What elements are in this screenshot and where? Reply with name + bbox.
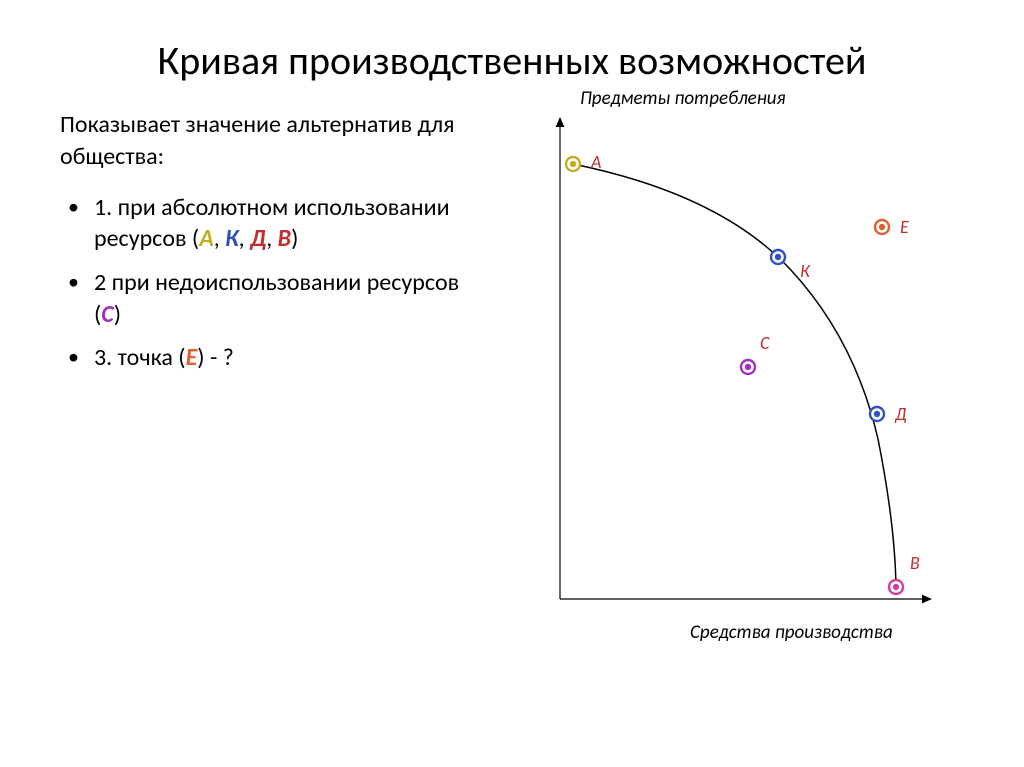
- point-ref-e: Е: [186, 343, 198, 372]
- chart-label-a: А: [590, 151, 601, 173]
- chart-label-k: К: [800, 260, 811, 282]
- point-ref-c: С: [101, 300, 113, 329]
- ppf-chart: А К Е С Д В: [500, 109, 960, 669]
- bullet-text: 3. точка (: [94, 343, 186, 372]
- point-ref-a: А: [199, 224, 214, 253]
- point-ref-d: Д: [250, 224, 266, 253]
- x-axis-title: Средства производства: [690, 621, 893, 644]
- content-row: Показывает значение альтернатив для обще…: [0, 84, 1024, 669]
- chart-label-c: С: [760, 332, 770, 354]
- text-column: Показывает значение альтернатив для обще…: [60, 109, 500, 669]
- point-ref-v: В: [278, 224, 291, 253]
- chart-label-d: Д: [894, 403, 907, 425]
- chart-label-e: Е: [900, 216, 909, 238]
- intro-text: Показывает значение альтернатив для обще…: [60, 109, 480, 174]
- bullet-list: 1. при абсолютном использовании ресурсов…: [60, 192, 480, 374]
- point-ref-k: К: [225, 224, 239, 253]
- bullet-text: 2 при недоиспользовании ресурсов (: [94, 268, 459, 329]
- chart-column: Предметы потребления АКЕСДВ Средства про…: [500, 109, 984, 669]
- bullet-item-3: 3. точка (Е) - ?: [60, 342, 480, 374]
- page-title: Кривая производственных возможностей: [0, 0, 1024, 84]
- chart-label-v: В: [910, 552, 920, 574]
- y-axis-title: Предметы потребления: [580, 87, 786, 110]
- bullet-item-1: 1. при абсолютном использовании ресурсов…: [60, 192, 480, 255]
- bullet-item-2: 2 при недоиспользовании ресурсов (С): [60, 267, 480, 330]
